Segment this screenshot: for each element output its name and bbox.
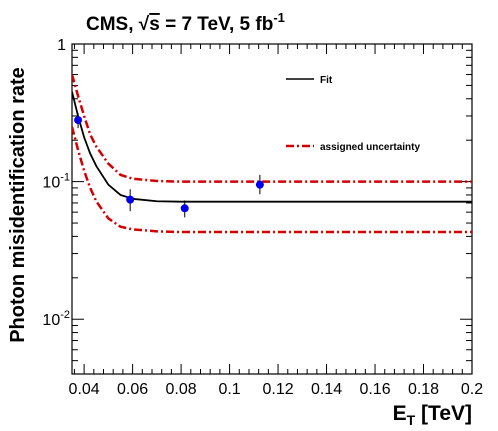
- uncertainty-band-curve: [72, 126, 472, 234]
- title-exponent: -1: [273, 10, 285, 25]
- legend-fit-label: Fit: [320, 75, 333, 86]
- plot-frame: [71, 43, 473, 375]
- uncertainty-band-curve: [72, 74, 472, 183]
- legend-uncertainty-label: assigned uncertainty: [320, 142, 420, 153]
- y-tick-label: 10-2: [42, 309, 70, 329]
- data-points: [74, 113, 264, 218]
- legend: Fit assigned uncertainty: [286, 75, 420, 153]
- y-axis-label: Photon misidentification rate: [7, 67, 29, 343]
- chart-title: CMS, √s = 7 TeV, 5 fb-1: [86, 10, 285, 35]
- data-point: [255, 180, 264, 189]
- title-prefix: CMS,: [86, 14, 139, 35]
- x-tick-label: 0.1: [218, 381, 240, 398]
- y-tick-label: 10-1: [42, 172, 70, 192]
- title-sqrt-sign: √: [139, 14, 150, 35]
- data-point: [180, 204, 189, 213]
- title-rest: = 7 TeV, 5 fb: [160, 14, 274, 35]
- x-tick-label: 0.2: [461, 381, 483, 398]
- y-tick-label: 1: [57, 37, 66, 54]
- x-tick-label: 0.08: [166, 381, 197, 398]
- curves: [72, 74, 472, 234]
- x-tick-label: 0.04: [69, 381, 100, 398]
- x-tick-label: 0.14: [311, 381, 342, 398]
- x-axis-label: ET [TeV]: [393, 402, 472, 428]
- fit-curve: [72, 91, 472, 203]
- data-point: [74, 116, 83, 125]
- x-tick-label: 0.12: [262, 381, 293, 398]
- axis-ticks: 0.04 0.06 0.08 0.1 0.12 0.14 0.16 0.18 0.2 1 10-1 1…: [42, 37, 483, 398]
- data-point: [126, 195, 135, 204]
- x-tick-label: 0.16: [359, 381, 390, 398]
- x-label-sub: T: [407, 412, 416, 428]
- x-tick-label: 0.18: [408, 381, 439, 398]
- x-label-rest: [TeV]: [415, 402, 472, 425]
- title-sqrt-arg: s: [149, 14, 160, 35]
- x-label-main: E: [393, 402, 407, 425]
- x-tick-label: 0.06: [117, 381, 148, 398]
